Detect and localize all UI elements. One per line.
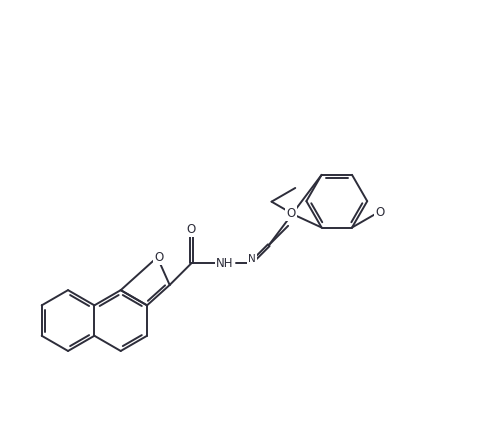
Text: NH: NH	[216, 257, 233, 270]
Text: O: O	[286, 207, 295, 220]
Text: O: O	[186, 223, 195, 236]
Text: N: N	[248, 255, 255, 264]
Text: O: O	[374, 206, 384, 219]
Text: F: F	[478, 194, 480, 206]
Text: O: O	[154, 251, 163, 264]
